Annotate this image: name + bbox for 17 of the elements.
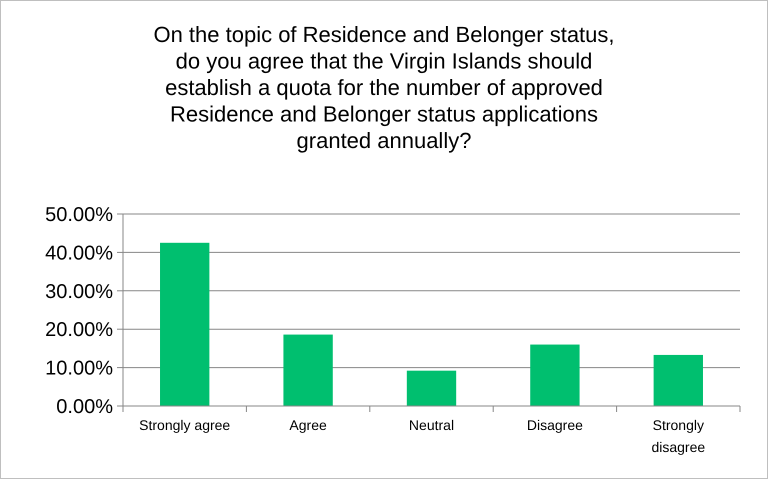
y-tick-label: 20.00% — [45, 319, 114, 342]
bar — [406, 370, 456, 406]
y-tick-label: 0.00% — [56, 396, 114, 418]
bar — [530, 344, 580, 406]
x-tick-label: Strongly disagree — [651, 417, 706, 455]
x-tick-label: Disagree — [526, 417, 584, 433]
y-tick-label: 30.00% — [45, 280, 114, 303]
y-tick-label: 40.00% — [45, 242, 114, 264]
bar — [160, 242, 210, 406]
x-tick-label: Agree — [289, 417, 327, 433]
y-tick-label: 10.00% — [45, 358, 114, 380]
x-tick-label: Strongly agree — [139, 417, 230, 433]
bar — [654, 354, 703, 406]
x-tick-label: Neutral — [408, 417, 454, 433]
bar — [283, 334, 333, 406]
y-tick-label: 50.00% — [45, 204, 114, 226]
chart-title: On the topic of Residence and Belonger status, do you agree that the Virgin Islands should establish a quota for the number of approved Residence and Belonger status applications granted annually? — [153, 22, 615, 153]
